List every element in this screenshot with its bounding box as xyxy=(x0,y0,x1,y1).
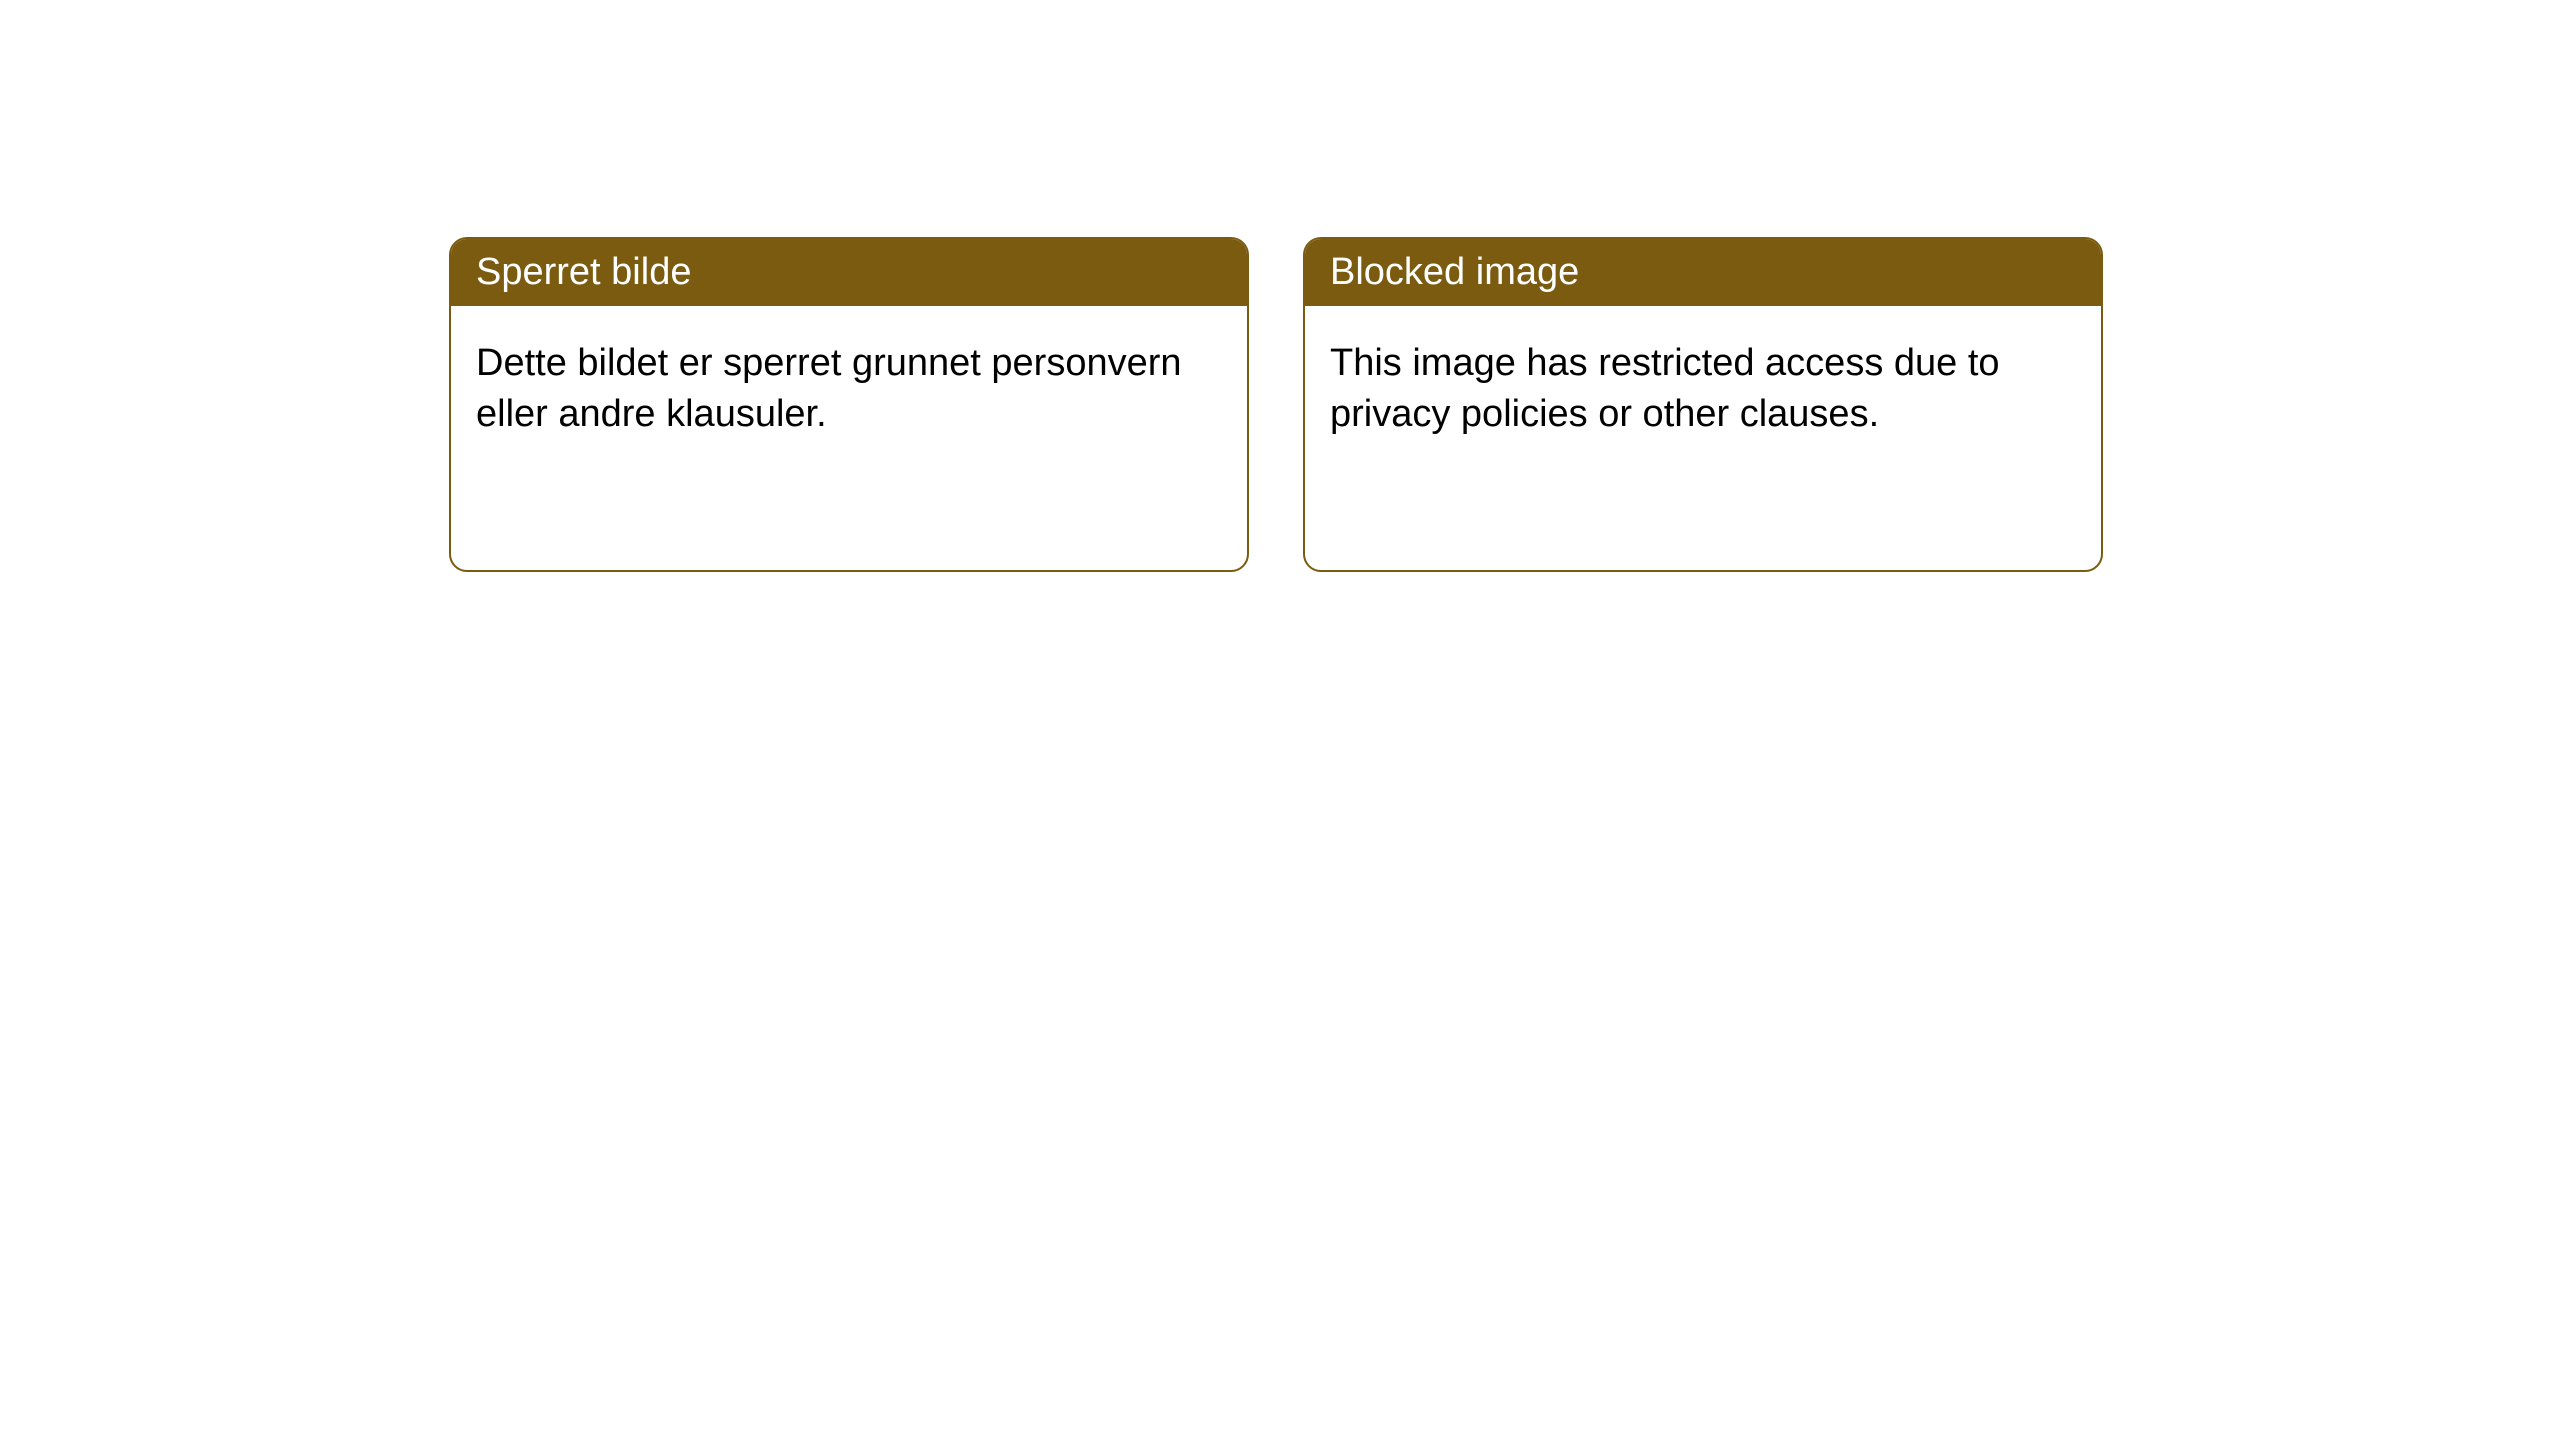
notice-container: Sperret bilde Dette bildet er sperret gr… xyxy=(449,237,2103,572)
notice-title-english: Blocked image xyxy=(1305,239,2101,306)
notice-card-norwegian: Sperret bilde Dette bildet er sperret gr… xyxy=(449,237,1249,572)
notice-body-norwegian: Dette bildet er sperret grunnet personve… xyxy=(451,306,1247,473)
notice-title-norwegian: Sperret bilde xyxy=(451,239,1247,306)
notice-card-english: Blocked image This image has restricted … xyxy=(1303,237,2103,572)
notice-body-english: This image has restricted access due to … xyxy=(1305,306,2101,473)
